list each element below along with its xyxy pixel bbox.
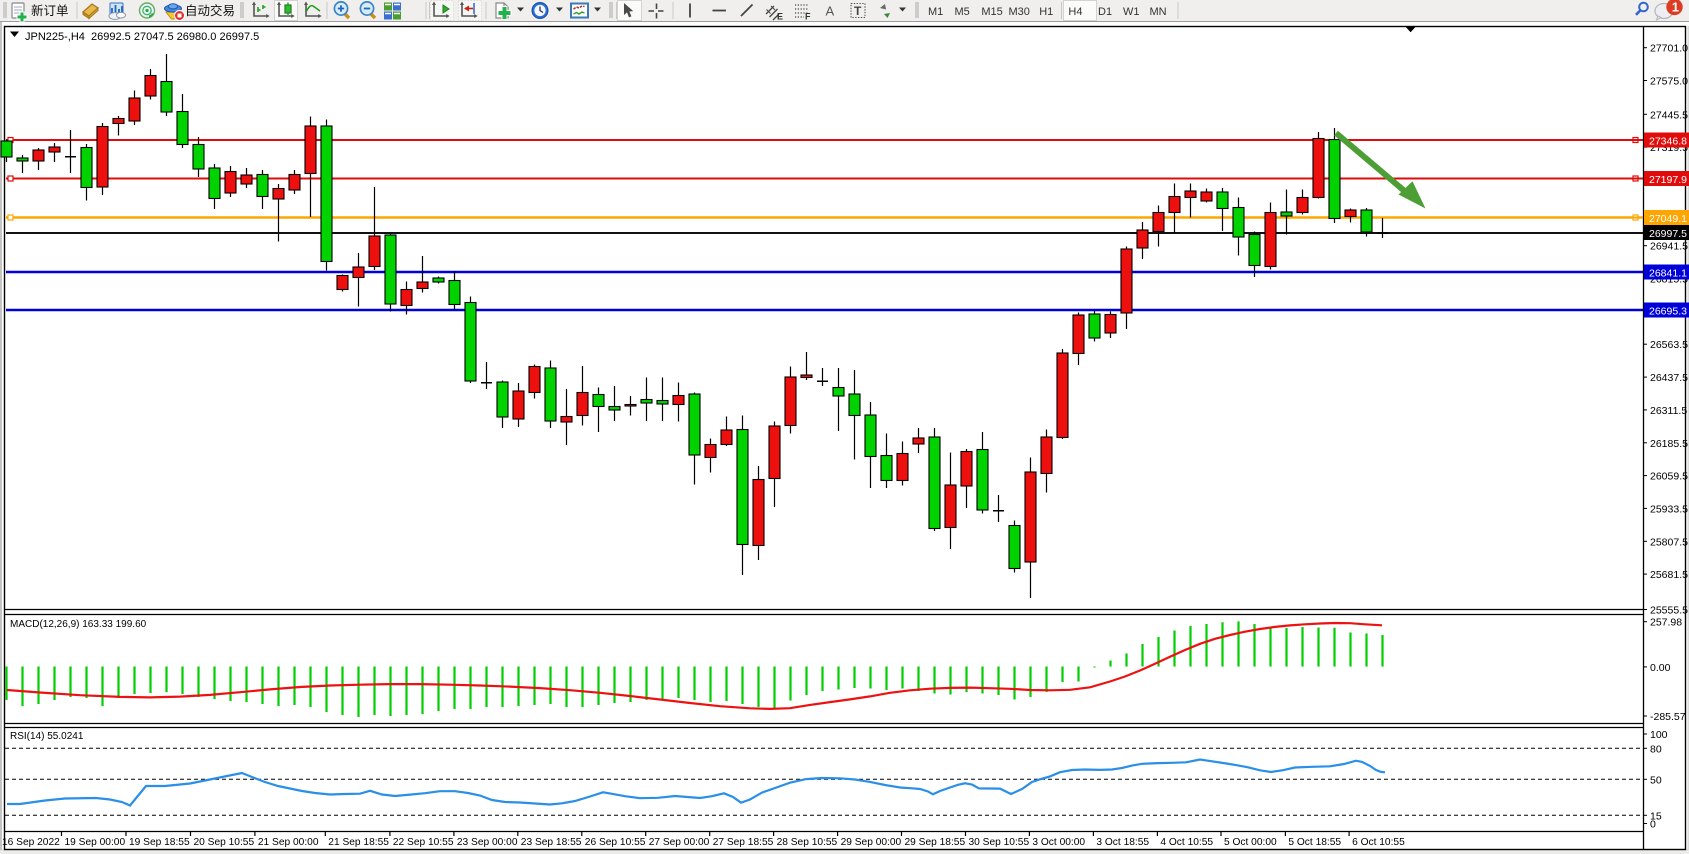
- svg-text:26695.3: 26695.3: [1649, 306, 1687, 318]
- svg-text:27049.1: 27049.1: [1649, 213, 1687, 225]
- svg-text:F: F: [805, 12, 811, 22]
- svg-text:257.98: 257.98: [1650, 617, 1682, 629]
- svg-text:27 Sep 00:00: 27 Sep 00:00: [649, 837, 710, 848]
- svg-text:5 Oct 18:55: 5 Oct 18:55: [1288, 837, 1341, 848]
- svg-text:29 Sep 18:55: 29 Sep 18:55: [905, 837, 966, 848]
- svg-text:27701.0: 27701.0: [1650, 43, 1688, 55]
- svg-text:26941.5: 26941.5: [1650, 241, 1688, 253]
- svg-text:W1: W1: [1123, 6, 1140, 18]
- svg-text:100: 100: [1650, 729, 1668, 741]
- svg-text:5 Oct 00:00: 5 Oct 00:00: [1224, 837, 1277, 848]
- svg-text:H4: H4: [1068, 6, 1082, 18]
- svg-text:25933.5: 25933.5: [1650, 503, 1688, 515]
- svg-text:21 Sep 18:55: 21 Sep 18:55: [328, 837, 389, 848]
- svg-text:21 Sep 00:00: 21 Sep 00:00: [258, 837, 319, 848]
- svg-text:26059.5: 26059.5: [1650, 471, 1688, 483]
- svg-text:A: A: [826, 4, 835, 19]
- svg-text:M30: M30: [1009, 6, 1030, 18]
- svg-text:23 Sep 00:00: 23 Sep 00:00: [457, 837, 518, 848]
- svg-text:自动交易: 自动交易: [185, 3, 235, 18]
- svg-text:27197.9: 27197.9: [1649, 174, 1687, 186]
- svg-text:H1: H1: [1039, 6, 1053, 18]
- svg-text:M15: M15: [981, 6, 1002, 18]
- svg-text:19 Sep 18:55: 19 Sep 18:55: [129, 837, 190, 848]
- svg-text:-285.57: -285.57: [1650, 711, 1686, 723]
- svg-text:29 Sep 00:00: 29 Sep 00:00: [841, 837, 902, 848]
- svg-text:26311.5: 26311.5: [1650, 405, 1687, 417]
- svg-text:28 Sep 10:55: 28 Sep 10:55: [777, 837, 838, 848]
- svg-text:MN: MN: [1150, 6, 1167, 18]
- svg-text:50: 50: [1650, 774, 1662, 786]
- svg-text:26563.5: 26563.5: [1650, 339, 1688, 351]
- svg-text:3 Oct 18:55: 3 Oct 18:55: [1096, 837, 1149, 848]
- svg-text:80: 80: [1650, 743, 1662, 755]
- svg-text:26185.5: 26185.5: [1650, 438, 1688, 450]
- svg-text:26437.5: 26437.5: [1650, 372, 1688, 384]
- svg-text:E: E: [777, 12, 783, 22]
- svg-text:27445.5: 27445.5: [1650, 109, 1688, 121]
- svg-text:0: 0: [1650, 819, 1656, 831]
- svg-text:15: 15: [1650, 810, 1662, 822]
- svg-text:25807.5: 25807.5: [1650, 536, 1688, 548]
- svg-text:6 Oct 10:55: 6 Oct 10:55: [1352, 837, 1405, 848]
- svg-text:新订单: 新订单: [31, 3, 69, 18]
- svg-text:T: T: [854, 4, 862, 18]
- svg-text:M5: M5: [955, 6, 970, 18]
- svg-text:30 Sep 10:55: 30 Sep 10:55: [969, 837, 1030, 848]
- svg-text:0.00: 0.00: [1650, 662, 1671, 674]
- svg-text:22 Sep 10:55: 22 Sep 10:55: [393, 837, 454, 848]
- svg-text:26 Sep 10:55: 26 Sep 10:55: [585, 837, 646, 848]
- svg-text:19 Sep 00:00: 19 Sep 00:00: [65, 837, 126, 848]
- svg-text:27 Sep 18:55: 27 Sep 18:55: [713, 837, 774, 848]
- svg-text:3 Oct 00:00: 3 Oct 00:00: [1032, 837, 1085, 848]
- svg-text:RSI(14) 55.0241: RSI(14) 55.0241: [10, 731, 84, 742]
- svg-text:25681.5: 25681.5: [1650, 569, 1688, 581]
- svg-text:27575.0: 27575.0: [1650, 76, 1688, 88]
- svg-text:26841.1: 26841.1: [1649, 268, 1687, 280]
- svg-text:4 Oct 10:55: 4 Oct 10:55: [1160, 837, 1213, 848]
- svg-text:26997.5: 26997.5: [1649, 228, 1687, 240]
- svg-text:27346.8: 27346.8: [1649, 136, 1687, 148]
- svg-text:JPN225-,H4 26992.5 27047.5 26: JPN225-,H4 26992.5 27047.5 26980.0 26997…: [25, 31, 259, 43]
- svg-text:MACD(12,26,9) 163.33 199.60: MACD(12,26,9) 163.33 199.60: [10, 619, 147, 630]
- svg-text:23 Sep 18:55: 23 Sep 18:55: [521, 837, 582, 848]
- svg-text:D1: D1: [1098, 6, 1112, 18]
- svg-text:25555.5: 25555.5: [1650, 605, 1688, 617]
- svg-text:16 Sep 2022: 16 Sep 2022: [2, 837, 60, 848]
- svg-text:M1: M1: [928, 6, 943, 18]
- svg-text:1: 1: [1672, 0, 1679, 15]
- svg-text:20 Sep 10:55: 20 Sep 10:55: [194, 837, 255, 848]
